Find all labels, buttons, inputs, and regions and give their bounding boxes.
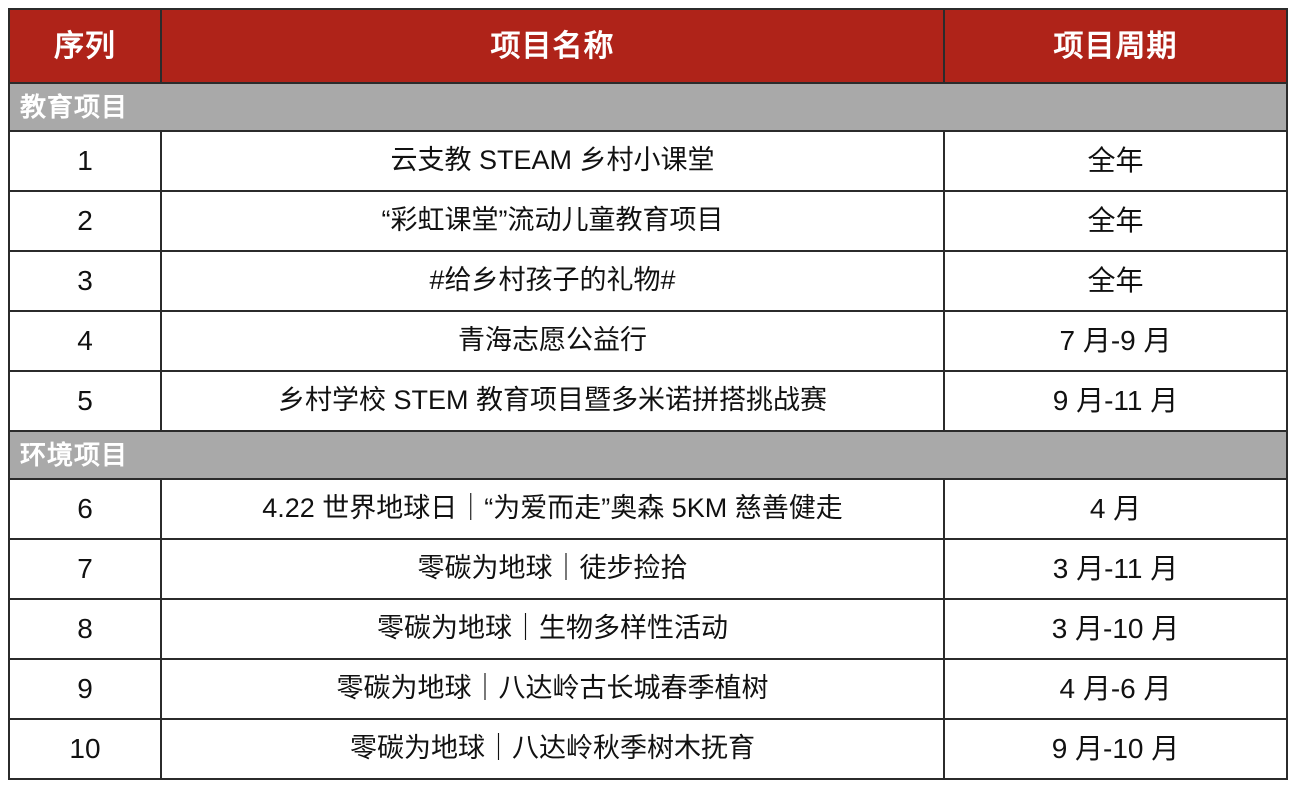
table-header: 序列 项目名称 项目周期 [8,8,1288,84]
table-row: 9 零碳为地球｜八达岭古长城春季植树 4 月-6 月 [8,658,1288,720]
row-cell-sequence: 1 [8,130,162,192]
row-cell-period: 3 月-11 月 [943,538,1288,600]
row-cell-name: 青海志愿公益行 [160,310,945,372]
row-cell-sequence: 4 [8,310,162,372]
column-header-seq: 序列 [8,8,162,84]
row-cell-name: 零碳为地球｜徒步捡拾 [160,538,945,600]
section-title: 教育项目 [8,82,1288,132]
table-row: 8 零碳为地球｜生物多样性活动 3 月-10 月 [8,598,1288,660]
row-cell-sequence: 10 [8,718,162,780]
row-cell-period: 9 月-10 月 [943,718,1288,780]
table-row: 1 云支教 STEAM 乡村小课堂 全年 [8,130,1288,192]
table-header-row: 序列 项目名称 项目周期 [8,8,1288,84]
table-row: 7 零碳为地球｜徒步捡拾 3 月-11 月 [8,538,1288,600]
row-cell-name: #给乡村孩子的礼物# [160,250,945,312]
column-header-period: 项目周期 [943,8,1288,84]
row-cell-sequence: 2 [8,190,162,252]
table-row: 3 #给乡村孩子的礼物# 全年 [8,250,1288,312]
row-cell-name: 零碳为地球｜八达岭秋季树木抚育 [160,718,945,780]
table-row: 10 零碳为地球｜八达岭秋季树木抚育 9 月-10 月 [8,718,1288,780]
row-cell-sequence: 9 [8,658,162,720]
row-cell-sequence: 5 [8,370,162,432]
row-cell-period: 全年 [943,190,1288,252]
table-row: 4 青海志愿公益行 7 月-9 月 [8,310,1288,372]
row-cell-name: 4.22 世界地球日｜“为爱而走”奥森 5KM 慈善健走 [160,478,945,540]
row-cell-name: 云支教 STEAM 乡村小课堂 [160,130,945,192]
row-cell-period: 4 月 [943,478,1288,540]
row-cell-period: 全年 [943,250,1288,312]
table-row: 5 乡村学校 STEM 教育项目暨多米诺拼搭挑战赛 9 月-11 月 [8,370,1288,432]
table-body: 教育项目 1 云支教 STEAM 乡村小课堂 全年 2 “彩虹课堂”流动儿童教育项目 全年 3… [8,82,1288,780]
row-cell-period: 7 月-9 月 [943,310,1288,372]
section-title: 环境项目 [8,430,1288,480]
row-cell-name: 乡村学校 STEM 教育项目暨多米诺拼搭挑战赛 [160,370,945,432]
table-row: 2 “彩虹课堂”流动儿童教育项目 全年 [8,190,1288,252]
table-row: 6 4.22 世界地球日｜“为爱而走”奥森 5KM 慈善健走 4 月 [8,478,1288,540]
row-cell-sequence: 7 [8,538,162,600]
row-cell-period: 9 月-11 月 [943,370,1288,432]
row-cell-name: 零碳为地球｜八达岭古长城春季植树 [160,658,945,720]
project-schedule-table: 序列 项目名称 项目周期 教育项目 1 云支教 STEAM 乡村小课堂 全年 2 “彩虹课… [8,8,1288,780]
project-table-container: 序列 项目名称 项目周期 教育项目 1 云支教 STEAM 乡村小课堂 全年 2 “彩虹课… [8,8,1288,780]
row-cell-sequence: 6 [8,478,162,540]
row-cell-period: 3 月-10 月 [943,598,1288,660]
section-header-row: 教育项目 [8,82,1288,132]
row-cell-name: “彩虹课堂”流动儿童教育项目 [160,190,945,252]
section-header-row: 环境项目 [8,430,1288,480]
row-cell-sequence: 8 [8,598,162,660]
row-cell-period: 4 月-6 月 [943,658,1288,720]
row-cell-name: 零碳为地球｜生物多样性活动 [160,598,945,660]
column-header-name: 项目名称 [160,8,945,84]
row-cell-period: 全年 [943,130,1288,192]
row-cell-sequence: 3 [8,250,162,312]
